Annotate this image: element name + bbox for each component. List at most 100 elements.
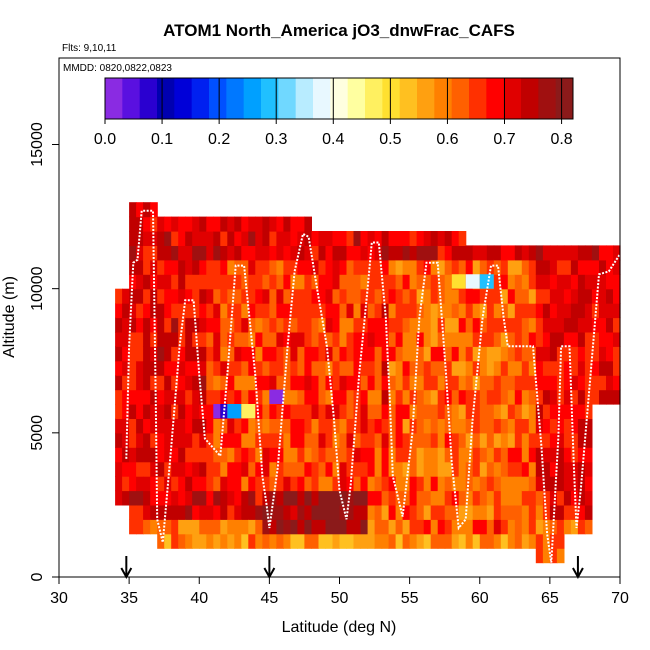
heat-cell xyxy=(479,476,488,492)
heat-cell xyxy=(339,375,348,391)
heat-cell xyxy=(360,476,369,492)
heat-cell xyxy=(409,245,418,261)
heat-cell xyxy=(444,274,453,290)
heat-cell xyxy=(171,288,179,304)
heat-cell xyxy=(171,245,179,261)
heat-cell xyxy=(388,476,397,492)
heat-cell xyxy=(486,245,495,261)
heat-cell xyxy=(493,303,502,319)
heat-cell xyxy=(423,447,432,463)
heat-cell xyxy=(192,360,200,376)
heat-cell xyxy=(297,216,305,232)
heat-cell xyxy=(521,274,530,290)
heat-cell xyxy=(430,346,439,362)
heat-cell xyxy=(472,317,481,333)
heat-cell xyxy=(549,418,558,434)
heat-cell xyxy=(556,259,565,275)
heat-cell xyxy=(220,389,228,405)
heat-cell xyxy=(192,447,200,463)
heat-cell xyxy=(458,375,467,391)
heat-cell xyxy=(178,360,186,376)
heat-cell xyxy=(388,317,397,333)
heat-cell xyxy=(206,331,214,347)
heat-cell xyxy=(360,389,369,405)
heat-cell xyxy=(143,476,151,492)
heat-cell xyxy=(381,519,390,535)
heat-cell xyxy=(479,375,488,391)
heat-cell xyxy=(493,476,502,492)
heat-cell xyxy=(339,389,348,405)
heat-cell xyxy=(283,418,291,434)
heat-cell xyxy=(416,288,425,304)
heat-cell xyxy=(157,360,165,376)
heat-cell xyxy=(332,461,341,477)
heat-cell xyxy=(514,447,523,463)
heat-cell xyxy=(297,461,305,477)
heat-cell xyxy=(367,447,376,463)
heat-cell xyxy=(437,432,446,448)
heat-cell xyxy=(248,259,256,275)
heat-cell xyxy=(262,418,270,434)
heat-cell xyxy=(143,346,151,362)
heat-cell xyxy=(521,317,530,333)
heat-cell xyxy=(136,519,144,535)
heat-cell xyxy=(171,303,179,319)
heat-cell xyxy=(500,461,509,477)
heat-cell xyxy=(213,432,221,448)
heat-cell xyxy=(115,418,123,434)
heat-cell xyxy=(157,375,165,391)
heat-cell xyxy=(199,245,207,261)
heat-cell xyxy=(213,533,221,549)
heat-cell xyxy=(528,404,537,419)
heat-cell xyxy=(416,346,425,362)
heat-cell xyxy=(220,519,228,535)
heat-cell xyxy=(318,519,327,535)
heat-cell xyxy=(395,331,404,347)
heat-cell xyxy=(241,303,249,319)
heat-cell xyxy=(521,490,530,506)
heat-cell xyxy=(599,389,607,405)
heat-cell xyxy=(346,303,355,319)
heat-cell xyxy=(381,346,390,362)
heat-cell xyxy=(577,504,586,520)
heat-cell xyxy=(150,490,158,506)
heat-cell xyxy=(255,504,263,520)
heat-cell xyxy=(164,346,172,362)
heat-cell xyxy=(171,360,179,376)
heat-cell xyxy=(374,331,383,347)
heat-cell xyxy=(374,245,383,261)
heat-cell xyxy=(416,476,425,492)
heat-cell xyxy=(493,288,502,304)
heat-cell xyxy=(577,418,586,434)
heat-cell xyxy=(591,360,600,376)
heat-cell xyxy=(507,360,516,376)
heat-cell xyxy=(157,317,165,333)
heat-cell xyxy=(227,231,235,246)
heat-cell xyxy=(290,216,298,232)
heat-cell xyxy=(472,389,481,405)
heat-cell xyxy=(318,447,327,463)
heat-cell xyxy=(283,504,291,520)
heat-cell xyxy=(143,375,151,391)
heat-cell xyxy=(570,490,579,506)
heat-cell xyxy=(255,375,263,391)
heat-cell xyxy=(437,490,446,506)
heat-cell xyxy=(549,274,558,290)
heat-cell xyxy=(143,447,151,463)
x-tick-label: 45 xyxy=(260,590,278,607)
heat-cell xyxy=(465,259,474,275)
heat-cell xyxy=(437,375,446,391)
heat-cell xyxy=(430,461,439,477)
heat-cell xyxy=(290,346,298,362)
heat-cell xyxy=(150,404,158,419)
heat-cell xyxy=(297,504,305,520)
heat-cell xyxy=(528,317,537,333)
heat-cell xyxy=(325,346,334,362)
heat-cell xyxy=(437,231,446,246)
heat-cell xyxy=(241,418,249,434)
heat-cell xyxy=(325,317,334,333)
heat-cell xyxy=(269,317,277,333)
heat-cell xyxy=(276,533,284,549)
heat-cell xyxy=(255,245,263,261)
heat-cell xyxy=(136,476,144,492)
